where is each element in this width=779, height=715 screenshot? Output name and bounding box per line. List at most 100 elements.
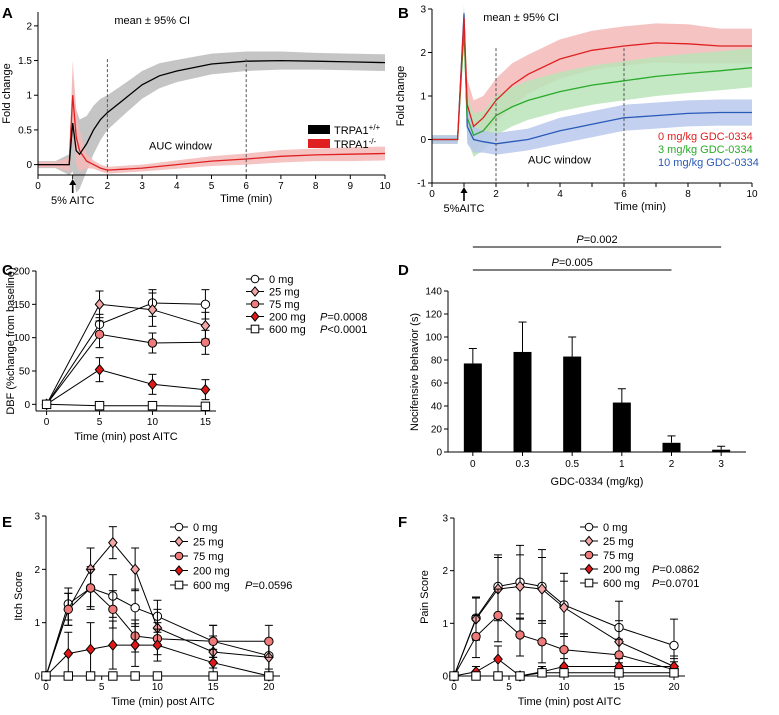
auc-label: AUC window (528, 154, 591, 166)
x-tick-label: 2 (105, 181, 111, 192)
series-600 mg (449, 668, 679, 681)
p-value: =0.0862 (659, 564, 699, 576)
legend-p-value: P=0.0862 (652, 564, 699, 576)
series-line (46, 369, 206, 405)
x-tick-label: 5 (99, 682, 105, 693)
x-tick-label: 15 (208, 682, 220, 693)
y-tick-label: 100 (13, 333, 30, 344)
marker-circle (584, 522, 594, 532)
y-tick-label: 100 (425, 333, 442, 344)
legend-label: 600 mg (603, 578, 640, 590)
x-tick-label: 6 (243, 181, 249, 192)
p-value: =0.0008 (327, 312, 367, 324)
y-axis-label: Fold change (395, 66, 407, 127)
marker-diamond (515, 580, 525, 593)
x-tick-label: 4 (557, 189, 563, 200)
legend-swatch (308, 124, 330, 134)
marker-circle (63, 604, 73, 615)
marker-square (669, 668, 679, 678)
marker-circle (85, 583, 96, 593)
panel-letter-B: B (398, 5, 409, 22)
marker-circle (471, 631, 481, 642)
x-axis-label: GDC-0334 (mg/kg) (551, 476, 644, 488)
ci-label: mean ± 95% CI (483, 12, 559, 24)
marker-diamond (108, 536, 118, 549)
y-tick-label: 50 (19, 367, 31, 378)
legend-sup: -/- (369, 137, 377, 146)
x-tick-label: 7 (278, 181, 284, 192)
panel-D: D 0 20 40 60 80 100 120 140 0 0.3 0.5 1 2 3 GDC-0334 (m… (398, 234, 746, 488)
marker-diamond (152, 639, 163, 651)
marker-square (130, 671, 140, 681)
p-italic: P (320, 312, 328, 324)
legend-label: TRPA1-/- (334, 137, 377, 151)
marker-square (41, 671, 51, 681)
marker-square (493, 671, 503, 681)
marker-diamond (130, 563, 140, 576)
p-value: =0.0701 (659, 578, 699, 590)
x-tick-label: 0 (44, 417, 50, 428)
panel-letter-F: F (398, 514, 407, 531)
bracket-label: P=0.005 (552, 257, 593, 269)
y-tick-label: 60 (431, 379, 443, 390)
y-tick-label: 1 (420, 92, 426, 103)
x-tick-label: 0 (451, 682, 457, 693)
ci-band-TRPA1-/- (38, 60, 385, 174)
x-axis-label: Time (min) post AITC (518, 696, 622, 708)
marker-square (94, 400, 105, 411)
y-tick-label: 2 (442, 566, 448, 577)
marker-circle (559, 644, 569, 655)
series-75 mg (41, 568, 274, 681)
marker-circle (208, 636, 218, 647)
series-600 mg (41, 671, 274, 681)
auc-label: AUC window (149, 140, 212, 152)
panel-letter-C: C (2, 262, 13, 279)
marker-diamond (250, 311, 260, 322)
legend-label: 3 mg/kg GDC-0334 (658, 144, 753, 156)
marker-square (152, 671, 163, 681)
x-tick-label: 0.3 (516, 459, 530, 470)
series-line-0 mg/kg GDC-0334 (432, 17, 752, 141)
legend-label: 75 mg (603, 550, 634, 562)
x-tick-label: 10 (558, 682, 570, 693)
x-tick-label: 5 (209, 181, 215, 192)
marker-diamond (537, 583, 547, 595)
marker-circle (250, 299, 260, 309)
marker-square (614, 668, 624, 678)
p-italic: P (552, 257, 560, 269)
legend-label: TRPA1+/+ (334, 123, 381, 137)
panel-letter-E: E (2, 514, 12, 531)
legend-label: 0 mg (603, 522, 627, 534)
p-italic: P (320, 324, 328, 336)
x-tick-label: 2 (669, 459, 675, 470)
marker-diamond (250, 286, 260, 297)
y-tick-label: 80 (431, 356, 443, 367)
x-axis-label: Time (min) (220, 193, 272, 205)
legend-label: 600 mg (269, 324, 306, 336)
x-tick-label: 3 (718, 459, 724, 470)
marker-diamond (493, 653, 503, 665)
x-tick-label: 10 (152, 682, 164, 693)
y-axis-label: Fold change (1, 63, 13, 124)
y-axis-label: Itch Score (13, 571, 25, 621)
marker-diamond (94, 363, 105, 376)
p-value: =0.0596 (252, 580, 292, 592)
legend-label: 0 mg (193, 522, 217, 534)
marker-circle (174, 551, 184, 561)
y-tick-label: 120 (425, 310, 442, 321)
y-tick-label: 3 (420, 5, 426, 16)
marker-diamond (208, 656, 218, 669)
y-tick-label: 0 (24, 400, 30, 411)
legend-p-value: P<0.0001 (320, 324, 367, 336)
marker-circle (200, 337, 211, 348)
x-tick-label: 9 (348, 181, 354, 192)
p-italic: P (576, 234, 584, 246)
y-tick-label: 1 (442, 619, 448, 630)
marker-diamond (200, 319, 211, 332)
x-tick-label: 20 (263, 682, 275, 693)
legend-label: 75 mg (269, 299, 300, 311)
marker-square (471, 671, 481, 681)
marker-diamond (94, 298, 105, 311)
stim-arrow-head (69, 179, 77, 185)
